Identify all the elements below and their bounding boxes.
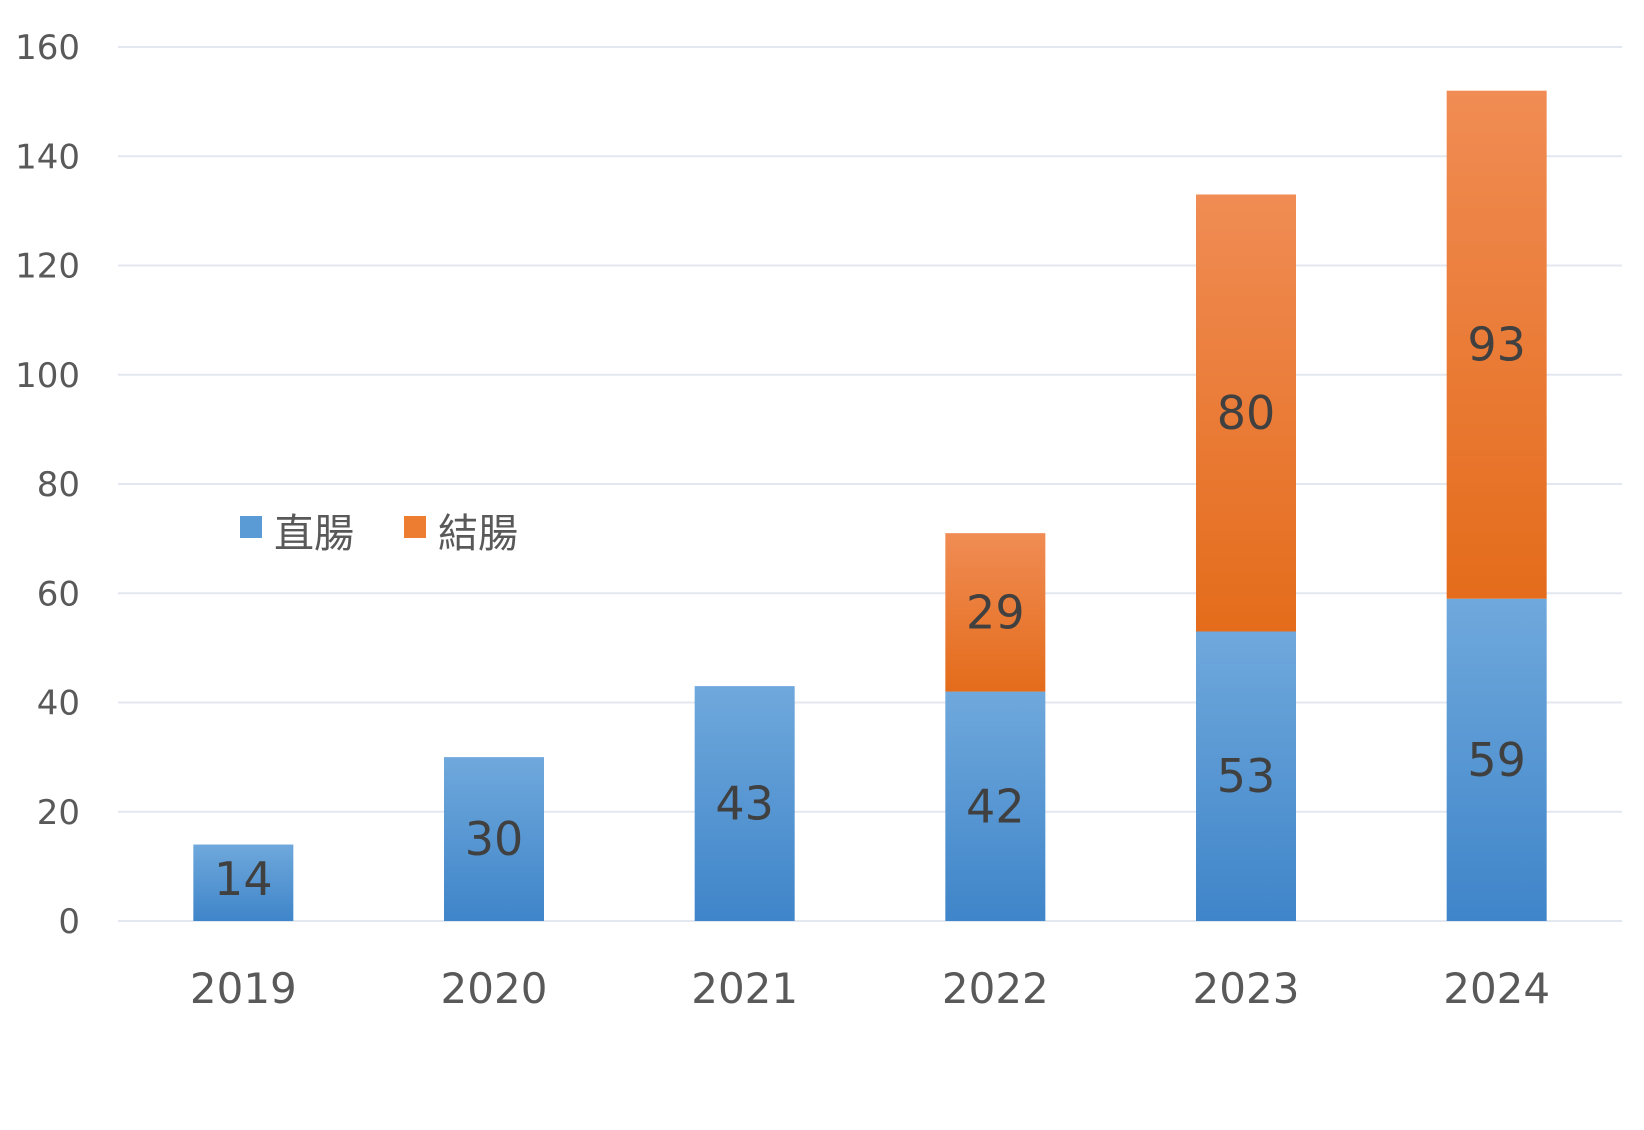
y-tick-label: 140 xyxy=(15,137,80,177)
bar-rectum-2021 xyxy=(694,686,795,921)
legend-label-colon: 結腸 xyxy=(438,511,518,557)
y-tick-label: 40 xyxy=(37,684,80,724)
legend-swatch-rectum xyxy=(240,516,262,538)
x-tick-label: 2021 xyxy=(691,964,798,1013)
bar-colon-2022 xyxy=(945,533,1046,692)
data-label: 59 xyxy=(1467,733,1526,787)
data-labels: 14 30 43 42 29 53 80 59 93 xyxy=(214,318,1526,906)
data-label: 42 xyxy=(966,779,1025,833)
y-tick-label: 120 xyxy=(15,247,80,287)
bar-rectum-2022 xyxy=(945,691,1046,921)
data-label: 80 xyxy=(1217,386,1276,440)
y-tick-label: 60 xyxy=(37,574,80,614)
x-tick-label: 2022 xyxy=(942,964,1049,1013)
bar-rectum-2024 xyxy=(1446,598,1547,921)
data-label: 14 xyxy=(214,852,273,906)
y-axis-ticks: 0 20 40 60 80 100 120 140 160 xyxy=(15,28,80,942)
data-label: 30 xyxy=(465,812,524,866)
legend: 直腸 結腸 xyxy=(240,511,518,557)
y-tick-label: 0 xyxy=(58,902,80,942)
x-tick-label: 2024 xyxy=(1443,964,1550,1013)
bars xyxy=(193,90,1547,921)
legend-swatch-colon xyxy=(404,516,426,538)
data-label: 53 xyxy=(1217,749,1276,803)
x-axis-ticks: 2019 2020 2021 2022 2023 2024 xyxy=(190,964,1550,1013)
y-tick-label: 100 xyxy=(15,356,80,396)
data-label: 43 xyxy=(715,777,774,831)
bar-colon-2023 xyxy=(1196,194,1296,632)
bar-rectum-2019 xyxy=(193,844,294,921)
x-tick-label: 2019 xyxy=(190,964,297,1013)
x-tick-label: 2023 xyxy=(1193,964,1300,1013)
bar-rectum-2023 xyxy=(1196,631,1296,921)
bar-colon-2024 xyxy=(1446,90,1547,599)
y-tick-label: 160 xyxy=(15,28,80,68)
gridlines xyxy=(118,46,1622,922)
x-tick-label: 2020 xyxy=(441,964,548,1013)
y-tick-label: 80 xyxy=(37,465,80,505)
legend-label-rectum: 直腸 xyxy=(274,511,354,557)
bar-rectum-2020 xyxy=(444,757,544,921)
y-tick-label: 20 xyxy=(37,793,80,833)
data-label: 29 xyxy=(966,585,1025,639)
data-label: 93 xyxy=(1467,318,1526,372)
